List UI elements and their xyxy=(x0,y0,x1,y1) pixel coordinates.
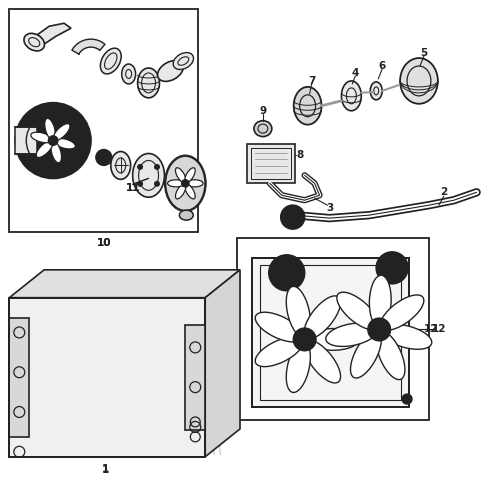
Text: 10: 10 xyxy=(96,238,111,248)
Bar xyxy=(251,258,408,407)
Text: 5: 5 xyxy=(420,48,427,58)
Ellipse shape xyxy=(254,121,271,137)
Ellipse shape xyxy=(54,138,75,149)
Polygon shape xyxy=(31,23,71,46)
Ellipse shape xyxy=(184,184,195,199)
Ellipse shape xyxy=(379,295,423,330)
Text: 12: 12 xyxy=(423,324,437,334)
Circle shape xyxy=(298,333,310,346)
Ellipse shape xyxy=(157,60,183,81)
Text: 7: 7 xyxy=(307,76,315,86)
Ellipse shape xyxy=(121,64,136,84)
Ellipse shape xyxy=(165,156,205,211)
Ellipse shape xyxy=(100,48,121,74)
Text: 11: 11 xyxy=(125,183,139,194)
Ellipse shape xyxy=(132,153,164,197)
Polygon shape xyxy=(72,39,105,54)
Ellipse shape xyxy=(175,168,185,183)
Ellipse shape xyxy=(341,81,361,111)
Ellipse shape xyxy=(336,292,378,330)
Circle shape xyxy=(401,394,411,404)
Circle shape xyxy=(96,149,111,165)
Ellipse shape xyxy=(179,210,193,220)
Ellipse shape xyxy=(45,118,55,139)
Polygon shape xyxy=(251,258,408,407)
Ellipse shape xyxy=(184,168,195,183)
Ellipse shape xyxy=(51,142,61,163)
Ellipse shape xyxy=(306,329,358,350)
Ellipse shape xyxy=(137,68,159,98)
Ellipse shape xyxy=(255,312,302,342)
Ellipse shape xyxy=(186,180,203,187)
Text: 2: 2 xyxy=(439,187,447,197)
Ellipse shape xyxy=(286,286,310,337)
Text: 12: 12 xyxy=(431,324,445,334)
Ellipse shape xyxy=(303,341,340,383)
Ellipse shape xyxy=(325,323,376,346)
Ellipse shape xyxy=(110,151,130,179)
Ellipse shape xyxy=(167,180,184,187)
Circle shape xyxy=(48,136,58,146)
Ellipse shape xyxy=(24,34,45,51)
Circle shape xyxy=(268,255,304,291)
Text: 8: 8 xyxy=(295,150,302,160)
Ellipse shape xyxy=(175,184,185,199)
Bar xyxy=(15,126,37,155)
Ellipse shape xyxy=(381,324,431,349)
Ellipse shape xyxy=(369,82,381,100)
Circle shape xyxy=(50,138,56,143)
Bar xyxy=(259,265,400,400)
Ellipse shape xyxy=(53,124,70,140)
Circle shape xyxy=(280,205,304,229)
Text: 3: 3 xyxy=(325,203,333,213)
Ellipse shape xyxy=(399,58,437,104)
Ellipse shape xyxy=(286,342,310,392)
Ellipse shape xyxy=(369,275,391,327)
Polygon shape xyxy=(9,270,240,297)
Ellipse shape xyxy=(293,87,321,125)
Circle shape xyxy=(183,181,187,185)
Circle shape xyxy=(181,180,189,187)
Circle shape xyxy=(376,252,407,284)
Ellipse shape xyxy=(36,141,53,158)
Circle shape xyxy=(137,164,142,170)
Bar xyxy=(250,148,290,179)
Text: 6: 6 xyxy=(378,61,385,71)
Polygon shape xyxy=(9,297,205,457)
Circle shape xyxy=(367,318,390,341)
Ellipse shape xyxy=(350,331,380,378)
Text: 1: 1 xyxy=(102,464,109,474)
Text: 10: 10 xyxy=(96,238,111,248)
Circle shape xyxy=(15,103,91,178)
Bar xyxy=(9,10,198,232)
Text: 11: 11 xyxy=(125,183,139,194)
Circle shape xyxy=(154,164,159,170)
Ellipse shape xyxy=(173,53,193,69)
Polygon shape xyxy=(205,270,240,457)
Circle shape xyxy=(372,323,385,336)
Text: 9: 9 xyxy=(259,106,266,116)
Circle shape xyxy=(293,328,316,351)
Ellipse shape xyxy=(255,337,302,366)
Bar xyxy=(246,144,294,183)
Bar xyxy=(9,318,29,437)
Circle shape xyxy=(154,182,159,186)
Circle shape xyxy=(137,182,142,186)
Ellipse shape xyxy=(376,331,404,380)
Ellipse shape xyxy=(303,296,340,339)
Text: 1: 1 xyxy=(102,465,109,475)
Bar xyxy=(185,326,205,430)
Text: 4: 4 xyxy=(351,68,358,78)
Bar xyxy=(237,238,428,420)
Ellipse shape xyxy=(31,132,52,143)
Bar xyxy=(9,297,205,457)
